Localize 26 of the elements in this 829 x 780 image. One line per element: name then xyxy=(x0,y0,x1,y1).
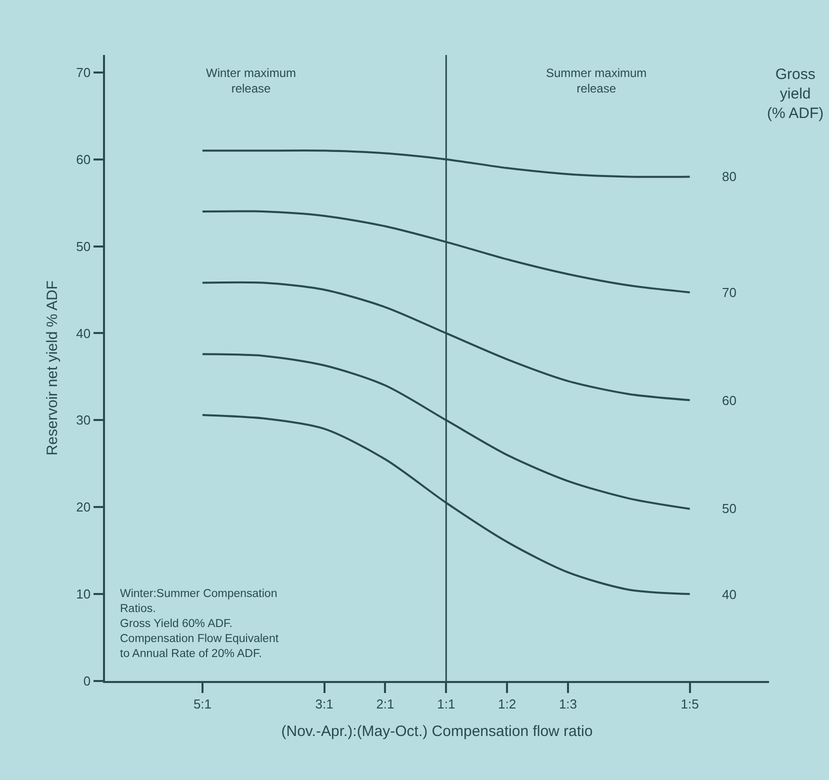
y-tick-label: 20 xyxy=(76,500,91,515)
y-tick-label: 50 xyxy=(76,238,91,254)
x-tick-label: 2:1 xyxy=(376,696,394,712)
annotation: Winter maximum release xyxy=(206,66,296,96)
text: 70 xyxy=(722,285,736,300)
legend-title: Gross yield (% ADF) xyxy=(767,66,824,122)
x-tick-label: 1:2 xyxy=(498,696,516,712)
y-tick-label: 30 xyxy=(76,412,91,428)
y-axis-title: Reservoir net yield % ADF xyxy=(44,280,61,456)
text: 60 xyxy=(722,393,736,408)
x-axis-title: (Nov.-Apr.):(May-Oct.) Compensation flow ratio xyxy=(281,722,593,740)
y-tick-label: 0 xyxy=(83,674,91,689)
annotation: Summer maximum release xyxy=(546,66,647,96)
text: 50 xyxy=(722,501,736,516)
x-tick-label: 1:3 xyxy=(558,696,578,712)
x-tick-label: 1:5 xyxy=(680,696,699,712)
annotation: Winter:Summer Compensation Ratios. Gross Yield 60% ADF. Compensation Flow Equivalent to Annual Rate of 20% ADF. xyxy=(120,588,280,660)
x-tick-label: 1:1 xyxy=(437,696,456,712)
y-tick-label: 60 xyxy=(76,152,91,167)
y-tick-label: 10 xyxy=(76,586,91,602)
text: 80 xyxy=(722,169,736,184)
x-tick-label: 3:1 xyxy=(315,696,334,712)
x-tick-label: 5:1 xyxy=(193,696,212,712)
y-tick-label: 70 xyxy=(76,64,91,80)
text: 40 xyxy=(722,587,736,602)
y-tick-label: 40 xyxy=(76,326,91,341)
